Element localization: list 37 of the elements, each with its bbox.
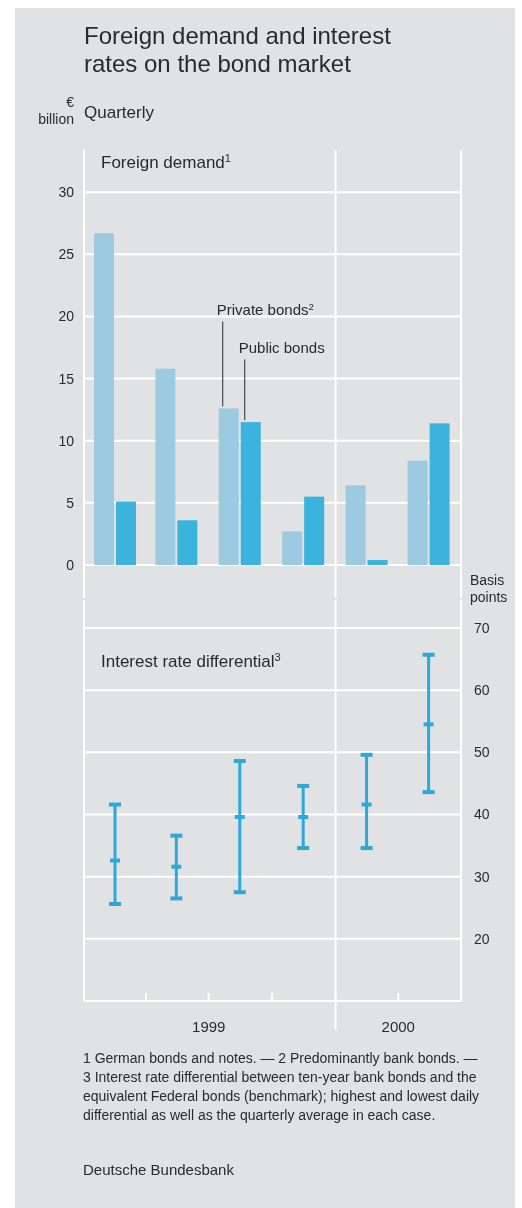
text: Deutsche Bundesbank (83, 1161, 235, 1178)
y2-tick-label: 70 (474, 619, 490, 636)
y-tick-label: 20 (58, 308, 75, 325)
text: Public bonds (238, 339, 325, 357)
y2-tick-label: 20 (474, 930, 490, 947)
bar (155, 368, 176, 565)
y2-tick-label: 50 (474, 744, 490, 761)
x-tick-label: 1999 (192, 1018, 226, 1035)
y-tick-label: 5 (66, 494, 75, 511)
bar (367, 560, 388, 565)
text: 1 German bonds and notes. — 2 Predominantly bank bonds. — 3 Interest rate differential between ten-year bank bonds and the equivalent Federal bonds (benchmark); highest and lowest daily differential as well as the quarterly average in each case. (83, 1050, 480, 1123)
y-tick-label: 30 (58, 184, 75, 201)
x-tick-label: 2000 (381, 1018, 415, 1035)
y-tick-label: 10 (58, 432, 75, 449)
chart-title: Foreign demand and interest rates on the bond market (84, 22, 392, 77)
bar (304, 496, 325, 565)
bar (240, 422, 261, 565)
bar (282, 531, 303, 565)
bar (177, 520, 198, 565)
annotation: Interest rate differential$^{3}$ (101, 651, 281, 671)
y2-tick-label: 30 (474, 868, 490, 885)
chart-subtitle: Quarterly (84, 103, 155, 122)
y2-axis-title: Basis points (470, 572, 508, 605)
y2-tick-label: 40 (474, 806, 490, 823)
y-tick-label: 25 (58, 246, 75, 263)
bar (429, 423, 450, 565)
y-tick-label: 0 (66, 556, 75, 573)
annotation: Foreign demand$^{1}$ (101, 152, 231, 172)
y-axis-title: € billion (38, 94, 75, 127)
bar (345, 485, 366, 565)
y2-tick-label: 60 (474, 682, 490, 699)
bar (407, 460, 428, 565)
bar (94, 233, 115, 565)
text: Private bonds$^{2}$ (216, 301, 314, 319)
bar (218, 408, 239, 565)
y-tick-label: 15 (58, 370, 75, 387)
bar (116, 501, 137, 565)
